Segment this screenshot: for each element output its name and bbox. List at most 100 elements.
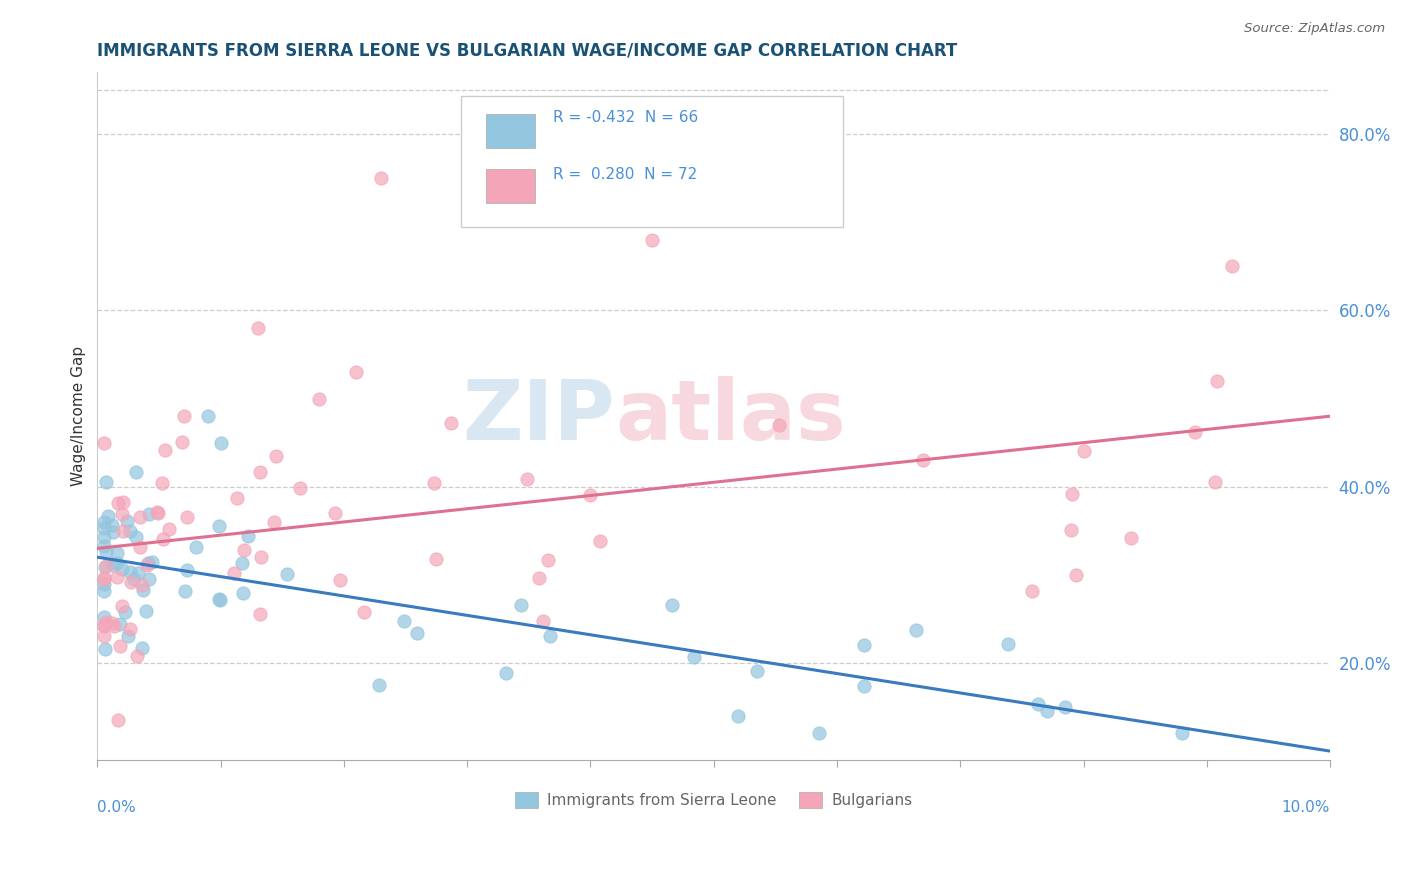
Point xyxy=(529,571,551,585)
Point xyxy=(93,521,115,535)
Point xyxy=(1066,568,1088,582)
Point xyxy=(1184,425,1206,439)
Point xyxy=(152,475,174,490)
Point xyxy=(208,519,231,533)
Point xyxy=(108,639,131,653)
Point xyxy=(238,529,260,543)
Point xyxy=(904,623,927,637)
Point xyxy=(510,598,533,612)
Point xyxy=(425,551,447,566)
Point xyxy=(263,515,285,529)
Point xyxy=(250,549,273,564)
Point xyxy=(176,509,198,524)
Point xyxy=(682,649,704,664)
Point xyxy=(135,558,157,572)
Point xyxy=(852,679,875,693)
Text: R =  0.280  N = 72: R = 0.280 N = 72 xyxy=(554,167,697,182)
Point xyxy=(96,545,118,559)
Point xyxy=(232,586,254,600)
Point xyxy=(344,365,367,379)
Point xyxy=(93,618,115,632)
Point xyxy=(131,578,153,592)
Point xyxy=(97,509,120,524)
Point xyxy=(353,605,375,619)
Point xyxy=(209,435,232,450)
Point xyxy=(440,416,463,430)
Point xyxy=(853,639,876,653)
Point xyxy=(197,409,219,424)
Point xyxy=(368,678,391,692)
Point xyxy=(249,607,271,621)
Point xyxy=(93,572,115,586)
Point xyxy=(101,524,124,539)
Point xyxy=(1026,698,1049,712)
Point xyxy=(103,618,125,632)
Point xyxy=(578,488,600,502)
Text: IMMIGRANTS FROM SIERRA LEONE VS BULGARIAN WAGE/INCOME GAP CORRELATION CHART: IMMIGRANTS FROM SIERRA LEONE VS BULGARIA… xyxy=(97,42,957,60)
Point xyxy=(589,534,612,549)
Text: atlas: atlas xyxy=(616,376,846,457)
Point xyxy=(101,517,124,532)
Point xyxy=(93,530,115,544)
Point xyxy=(997,637,1019,651)
Point xyxy=(111,524,134,538)
Point xyxy=(115,514,138,528)
Point xyxy=(146,505,169,519)
Point xyxy=(96,559,118,574)
Point xyxy=(233,542,256,557)
Point xyxy=(107,570,129,584)
Point xyxy=(153,442,176,457)
Point xyxy=(290,481,312,495)
Point xyxy=(93,571,115,585)
Point xyxy=(1060,487,1083,501)
Point xyxy=(117,629,139,643)
Point xyxy=(1119,531,1142,545)
Legend: Immigrants from Sierra Leone, Bulgarians: Immigrants from Sierra Leone, Bulgarians xyxy=(509,786,918,814)
Point xyxy=(125,466,148,480)
Point xyxy=(136,557,159,571)
Point xyxy=(94,641,117,656)
Point xyxy=(138,572,160,586)
Point xyxy=(122,572,145,586)
Point xyxy=(111,507,134,521)
Point xyxy=(152,532,174,546)
Point xyxy=(538,629,561,643)
Point xyxy=(120,574,142,589)
Y-axis label: Wage/Income Gap: Wage/Income Gap xyxy=(72,346,86,486)
Point xyxy=(176,563,198,577)
Point xyxy=(1021,583,1043,598)
Point xyxy=(531,614,554,628)
Text: ZIP: ZIP xyxy=(463,376,616,457)
Point xyxy=(93,435,115,450)
Point xyxy=(131,641,153,656)
Point xyxy=(276,566,298,581)
Point xyxy=(745,664,768,678)
Point xyxy=(111,599,134,614)
Point xyxy=(141,555,163,569)
Text: 10.0%: 10.0% xyxy=(1282,799,1330,814)
Point xyxy=(173,409,195,424)
Point xyxy=(93,577,115,591)
Point xyxy=(127,566,149,581)
Point xyxy=(120,524,142,538)
Point xyxy=(394,614,416,628)
Point xyxy=(94,560,117,574)
Point xyxy=(125,648,148,663)
Point xyxy=(159,522,181,536)
FancyBboxPatch shape xyxy=(461,96,844,227)
Point xyxy=(1204,475,1226,489)
Point xyxy=(146,506,169,520)
Point xyxy=(808,725,831,739)
Point xyxy=(96,475,118,489)
Point xyxy=(516,472,538,486)
Point xyxy=(231,556,253,570)
Point xyxy=(111,561,134,575)
Point xyxy=(118,622,141,636)
Point xyxy=(406,626,429,640)
Point xyxy=(1060,523,1083,537)
Point xyxy=(208,592,231,607)
Point xyxy=(105,556,128,570)
Text: R = -0.432  N = 66: R = -0.432 N = 66 xyxy=(554,110,699,125)
Point xyxy=(495,666,517,681)
Point xyxy=(118,566,141,580)
